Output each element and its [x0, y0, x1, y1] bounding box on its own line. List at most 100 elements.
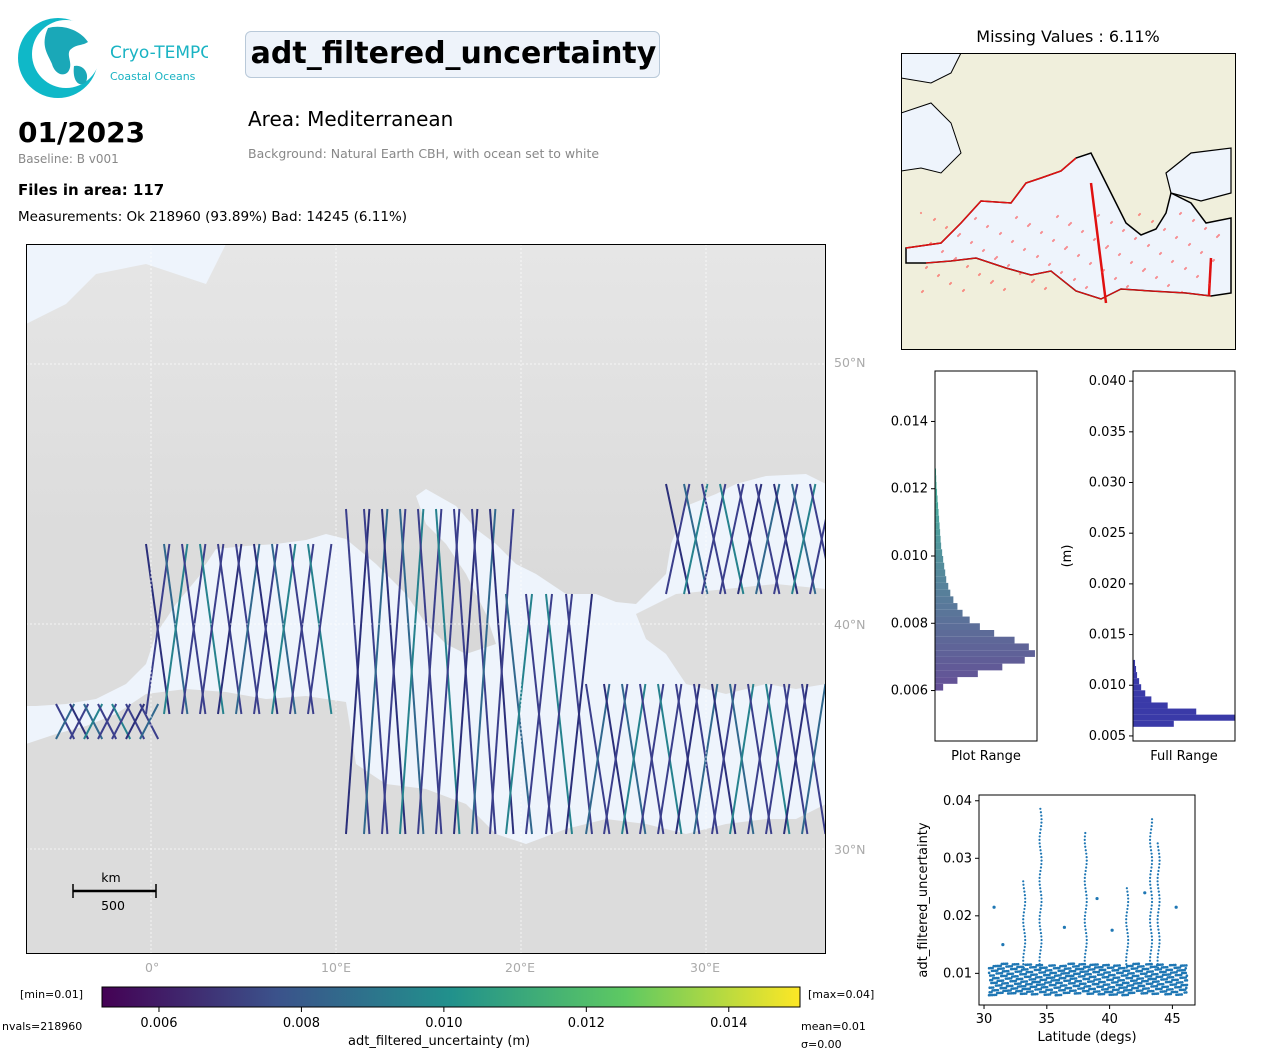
scatter-spike-point [1022, 966, 1025, 969]
colorbar-mean: mean=0.01 [801, 1020, 866, 1033]
scatter-spike-point [1040, 935, 1043, 938]
scatter-spike-point [1150, 859, 1154, 862]
scatter-spike-point [1148, 880, 1152, 883]
scatter-spike-point [1156, 952, 1160, 955]
scatter-xlabel: Latitude (degs) [1037, 1030, 1136, 1045]
scatter-spike-point [1022, 963, 1025, 966]
land-mass [26, 244, 826, 704]
lon-label-20e: 20°E [505, 960, 536, 975]
scatter-spike-point [1038, 956, 1041, 959]
scatter-spike-point [1083, 883, 1087, 886]
scatter-spike-point [1085, 945, 1088, 948]
scatter-spike-point [1148, 918, 1152, 921]
scatter-spike-point [1156, 918, 1159, 921]
background-note: Background: Natural Earth CBH, with ocea… [248, 146, 600, 161]
cryo-tempo-logo: Cryo-TEMPO Coastal Oceans [18, 18, 208, 98]
scatter-spike-point [1149, 925, 1152, 928]
histogram-bar [1133, 678, 1140, 685]
date-label: 01/2023 [18, 116, 146, 149]
scatter-spike-point [1084, 849, 1087, 852]
scatter-spike-point [1083, 838, 1086, 841]
scatter-spike-point [1157, 907, 1160, 911]
histogram-tick-label: 0.015 [1089, 628, 1126, 643]
scatter-spike-point [1038, 963, 1041, 966]
scatter-spike-point [1084, 925, 1087, 928]
scatter-spike-point [1083, 842, 1086, 845]
histogram-bar [935, 508, 939, 516]
scatter-spike-point [1126, 931, 1129, 935]
scatter-spike-point [1022, 928, 1026, 931]
scatter-spike-point [1040, 942, 1043, 945]
scatter-spike-point [1038, 966, 1042, 969]
scatter-spike-point [1038, 876, 1041, 879]
scatter-spike-point [1040, 897, 1043, 900]
histogram-bar [935, 502, 939, 509]
scatter-spike-point [1150, 931, 1153, 935]
scatter-spike-point [1149, 966, 1152, 969]
scatter-spike-point [1039, 945, 1043, 948]
histogram-bar [935, 623, 980, 630]
scatter-spike-point [1149, 849, 1153, 852]
scatter-spike-point [1022, 921, 1025, 924]
scatter-spike-point [1085, 935, 1088, 938]
scatter-spike-point [1039, 852, 1043, 855]
scatter-spike-point [1149, 952, 1152, 955]
scatter-spike-point [1022, 918, 1025, 921]
scatter-spike-point [1038, 925, 1042, 928]
colorbar-tick-label: 0.012 [568, 1016, 605, 1031]
scatter-spike-point [1083, 959, 1086, 962]
scatter-spike-point [1038, 880, 1041, 883]
scatter-spike-point [1156, 921, 1159, 924]
histogram-bar [1133, 696, 1152, 703]
scatter-spike-point [1156, 873, 1160, 876]
scatter-spike-point [1040, 814, 1043, 817]
scatter-point [1174, 905, 1178, 909]
lat-label-50: 50°N [834, 355, 866, 370]
histogram-bar [935, 589, 951, 597]
scatter-spike-point [1023, 904, 1027, 907]
scatter-spike-point [1156, 925, 1160, 928]
scatter-spike-point [1158, 900, 1161, 904]
scatter-spike-point [1038, 952, 1042, 955]
scatter-spike-point [1084, 890, 1088, 893]
scatter-spike-point [1039, 849, 1042, 852]
scatter-spike-point [1083, 956, 1086, 959]
scatter-spike-point [1023, 931, 1026, 935]
scatter-point [1095, 896, 1099, 901]
scatter-spike-point [1038, 959, 1041, 962]
scatter-spike-point [1039, 807, 1042, 810]
scatter-spike-point [1156, 959, 1159, 962]
scatter-spike-point [1040, 862, 1043, 866]
histogram-bar [1133, 714, 1235, 721]
scatter-spike-point [1126, 949, 1129, 952]
scatter-spike-point [1158, 938, 1161, 942]
scatter-spike-point [1156, 842, 1159, 845]
histogram-bar [1133, 684, 1142, 691]
colorbar-tick-label: 0.008 [283, 1016, 320, 1031]
scatter-ytick-label: 0.03 [943, 851, 972, 866]
scatter-spike-point [1083, 876, 1086, 879]
scatter-spike-point [1040, 859, 1043, 862]
scatter-spike-point [1023, 890, 1026, 893]
scatter-spike-point [1125, 928, 1129, 931]
scatter-spike-point [1157, 911, 1160, 914]
histogram-bar [935, 603, 958, 610]
land-turkey [636, 584, 826, 694]
scatter-point [992, 905, 996, 909]
histogram-tick-label: 0.010 [891, 549, 928, 564]
histogram-bar [935, 535, 941, 543]
scatter-spike-point [1157, 890, 1160, 893]
scatter-spike-point [1150, 862, 1153, 866]
colorbar-sigma: σ=0.00 [801, 1038, 842, 1051]
colorbar-tick-label: 0.006 [140, 1016, 177, 1031]
histogram-bar [935, 475, 937, 482]
scatter-spike-point [1149, 835, 1152, 838]
files-count: Files in area: 117 [18, 181, 165, 199]
scatter-spike-point [1038, 918, 1041, 921]
scatter-spike-point [1126, 904, 1129, 907]
missing-values-map [901, 53, 1236, 350]
scatter-spike-point [1022, 887, 1025, 890]
scatter-spike-point [1149, 963, 1152, 966]
scatter-spike-point [1038, 921, 1041, 924]
histogram-bar [935, 468, 937, 476]
